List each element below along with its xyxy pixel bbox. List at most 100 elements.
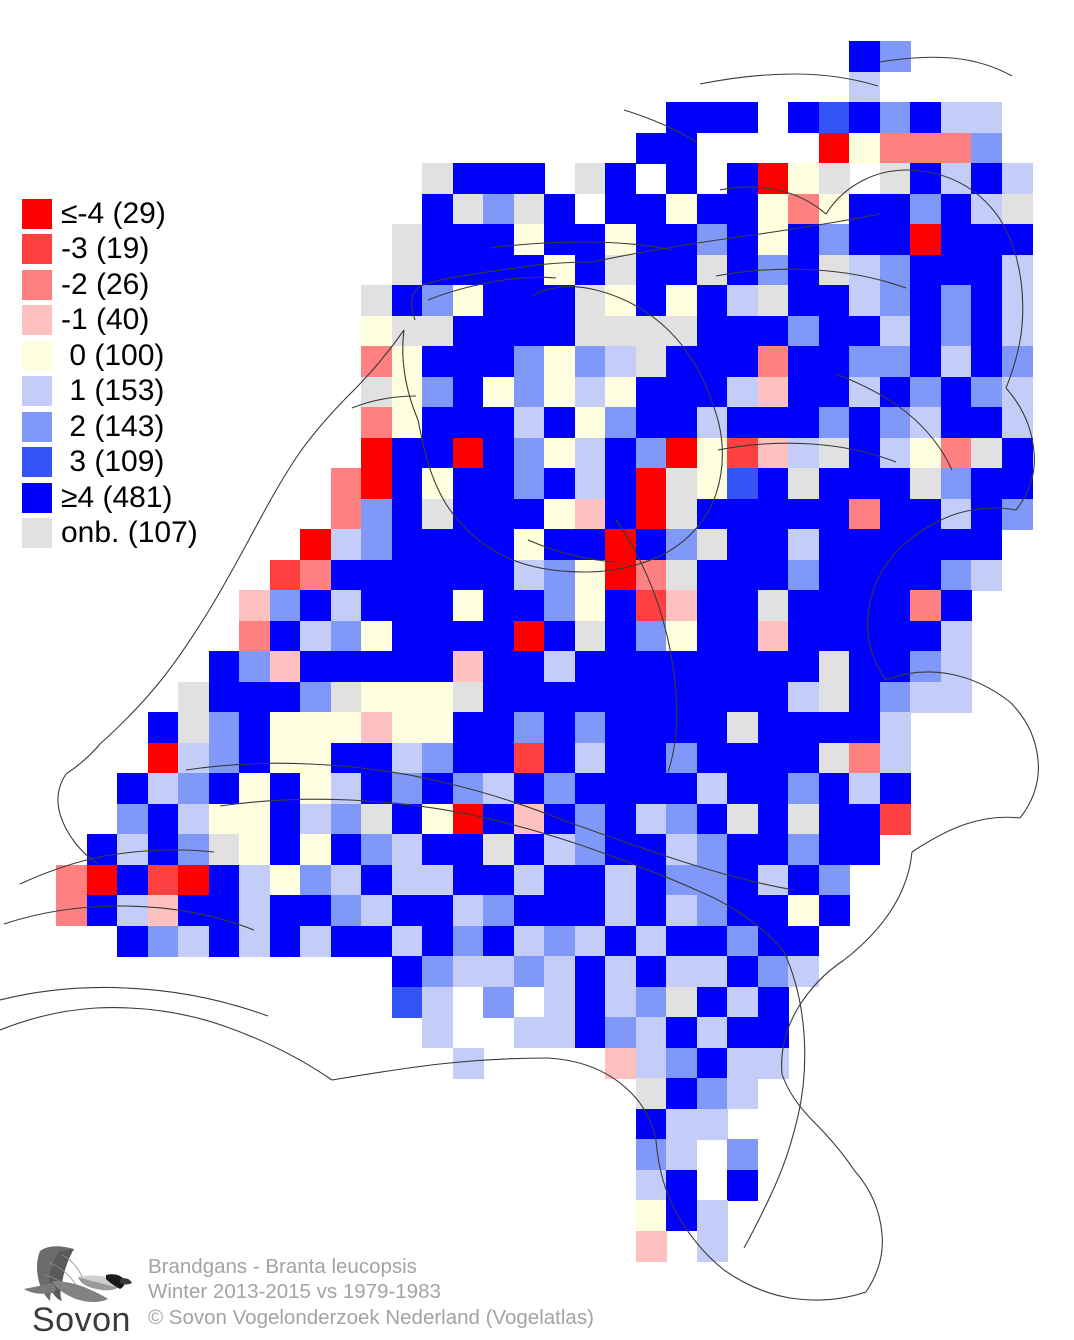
map-grid-cell[interactable] bbox=[330, 620, 362, 652]
map-grid-cell[interactable] bbox=[757, 956, 789, 987]
map-grid-cell[interactable] bbox=[391, 773, 423, 804]
map-grid-cell[interactable] bbox=[879, 742, 911, 774]
map-grid-cell[interactable] bbox=[422, 254, 453, 286]
map-grid-cell[interactable] bbox=[605, 529, 636, 560]
map-grid-cell[interactable] bbox=[666, 864, 697, 896]
map-grid-cell[interactable] bbox=[727, 651, 758, 682]
map-grid-cell[interactable] bbox=[940, 102, 972, 133]
map-grid-cell[interactable] bbox=[574, 620, 606, 652]
map-grid-cell[interactable] bbox=[635, 925, 667, 957]
map-grid-cell[interactable] bbox=[239, 895, 270, 926]
map-grid-cell[interactable] bbox=[788, 956, 819, 987]
map-grid-cell[interactable] bbox=[910, 102, 941, 133]
map-grid-cell[interactable] bbox=[483, 986, 514, 1018]
map-grid-cell[interactable] bbox=[666, 834, 697, 865]
map-grid-cell[interactable] bbox=[635, 1047, 667, 1079]
map-grid-cell[interactable] bbox=[849, 712, 880, 743]
map-grid-cell[interactable] bbox=[1001, 163, 1033, 194]
map-grid-cell[interactable] bbox=[361, 529, 392, 560]
map-grid-cell[interactable] bbox=[574, 285, 606, 316]
map-grid-cell[interactable] bbox=[330, 590, 362, 621]
map-grid-cell[interactable] bbox=[422, 468, 453, 499]
map-grid-cell[interactable] bbox=[727, 102, 758, 133]
map-grid-cell[interactable] bbox=[849, 254, 880, 286]
map-grid-cell[interactable] bbox=[483, 742, 514, 774]
map-grid-cell[interactable] bbox=[452, 437, 484, 469]
map-grid-cell[interactable] bbox=[666, 102, 697, 133]
map-grid-cell[interactable] bbox=[696, 376, 728, 408]
legend-row[interactable]: onb. (107) bbox=[22, 516, 198, 552]
map-grid-cell[interactable] bbox=[605, 895, 636, 926]
map-grid-cell[interactable] bbox=[971, 224, 1002, 255]
map-grid-cell[interactable] bbox=[483, 559, 514, 591]
map-grid-cell[interactable] bbox=[727, 193, 758, 225]
map-grid-cell[interactable] bbox=[269, 773, 301, 804]
map-grid-cell[interactable] bbox=[666, 498, 697, 530]
map-grid-cell[interactable] bbox=[727, 834, 758, 865]
map-grid-cell[interactable] bbox=[269, 651, 301, 682]
map-grid-cell[interactable] bbox=[361, 376, 392, 408]
map-grid-cell[interactable] bbox=[147, 773, 179, 804]
map-grid-cell[interactable] bbox=[483, 956, 514, 987]
map-grid-cell[interactable] bbox=[239, 590, 270, 621]
map-grid-cell[interactable] bbox=[818, 864, 850, 896]
map-grid-cell[interactable] bbox=[483, 193, 514, 225]
map-grid-cell[interactable] bbox=[940, 346, 972, 377]
map-grid-cell[interactable] bbox=[666, 986, 697, 1018]
map-grid-cell[interactable] bbox=[696, 681, 728, 713]
map-grid-cell[interactable] bbox=[910, 559, 941, 591]
map-grid-cell[interactable] bbox=[727, 437, 758, 469]
map-grid-cell[interactable] bbox=[696, 437, 728, 469]
map-grid-cell[interactable] bbox=[574, 315, 606, 347]
map-grid-cell[interactable] bbox=[300, 529, 331, 560]
map-grid-cell[interactable] bbox=[330, 559, 362, 591]
map-grid-cell[interactable] bbox=[696, 498, 728, 530]
map-grid-cell[interactable] bbox=[56, 864, 87, 896]
map-grid-cell[interactable] bbox=[605, 376, 636, 408]
map-grid-cell[interactable] bbox=[849, 681, 880, 713]
map-grid-cell[interactable] bbox=[513, 803, 545, 835]
map-grid-cell[interactable] bbox=[422, 895, 453, 926]
map-grid-cell[interactable] bbox=[574, 956, 606, 987]
map-grid-cell[interactable] bbox=[940, 376, 972, 408]
map-grid-cell[interactable] bbox=[788, 651, 819, 682]
map-grid-cell[interactable] bbox=[483, 346, 514, 377]
map-grid-cell[interactable] bbox=[544, 651, 575, 682]
map-grid-cell[interactable] bbox=[757, 773, 789, 804]
map-grid-cell[interactable] bbox=[483, 163, 514, 194]
map-grid-cell[interactable] bbox=[605, 163, 636, 194]
map-grid-cell[interactable] bbox=[544, 224, 575, 255]
map-grid-cell[interactable] bbox=[788, 376, 819, 408]
map-grid-cell[interactable] bbox=[818, 529, 850, 560]
map-grid-cell[interactable] bbox=[391, 651, 423, 682]
map-grid-cell[interactable] bbox=[849, 834, 880, 865]
map-grid-cell[interactable] bbox=[666, 1047, 697, 1079]
map-grid-cell[interactable] bbox=[574, 437, 606, 469]
map-grid-cell[interactable] bbox=[666, 925, 697, 957]
map-grid-cell[interactable] bbox=[910, 498, 941, 530]
legend-row[interactable]: 0 (100) bbox=[22, 338, 198, 374]
map-grid-cell[interactable] bbox=[361, 681, 392, 713]
map-grid-cell[interactable] bbox=[666, 620, 697, 652]
map-grid-cell[interactable] bbox=[544, 895, 575, 926]
map-grid-cell[interactable] bbox=[483, 681, 514, 713]
map-grid-cell[interactable] bbox=[178, 742, 209, 774]
map-grid-cell[interactable] bbox=[361, 590, 392, 621]
map-grid-cell[interactable] bbox=[483, 254, 514, 286]
map-grid-cell[interactable] bbox=[208, 742, 240, 774]
map-grid-cell[interactable] bbox=[574, 559, 606, 591]
map-grid-cell[interactable] bbox=[605, 590, 636, 621]
map-grid-cell[interactable] bbox=[818, 254, 850, 286]
map-grid-cell[interactable] bbox=[147, 925, 179, 957]
map-grid-cell[interactable] bbox=[117, 834, 148, 865]
map-grid-cell[interactable] bbox=[666, 1139, 697, 1170]
map-grid-cell[interactable] bbox=[788, 163, 819, 194]
map-grid-cell[interactable] bbox=[574, 1017, 606, 1048]
map-grid-cell[interactable] bbox=[513, 285, 545, 316]
map-grid-cell[interactable] bbox=[544, 559, 575, 591]
map-grid-cell[interactable] bbox=[696, 742, 728, 774]
map-grid-cell[interactable] bbox=[544, 437, 575, 469]
map-grid-cell[interactable] bbox=[452, 864, 484, 896]
map-grid-cell[interactable] bbox=[818, 346, 850, 377]
map-grid-cell[interactable] bbox=[635, 1139, 667, 1170]
